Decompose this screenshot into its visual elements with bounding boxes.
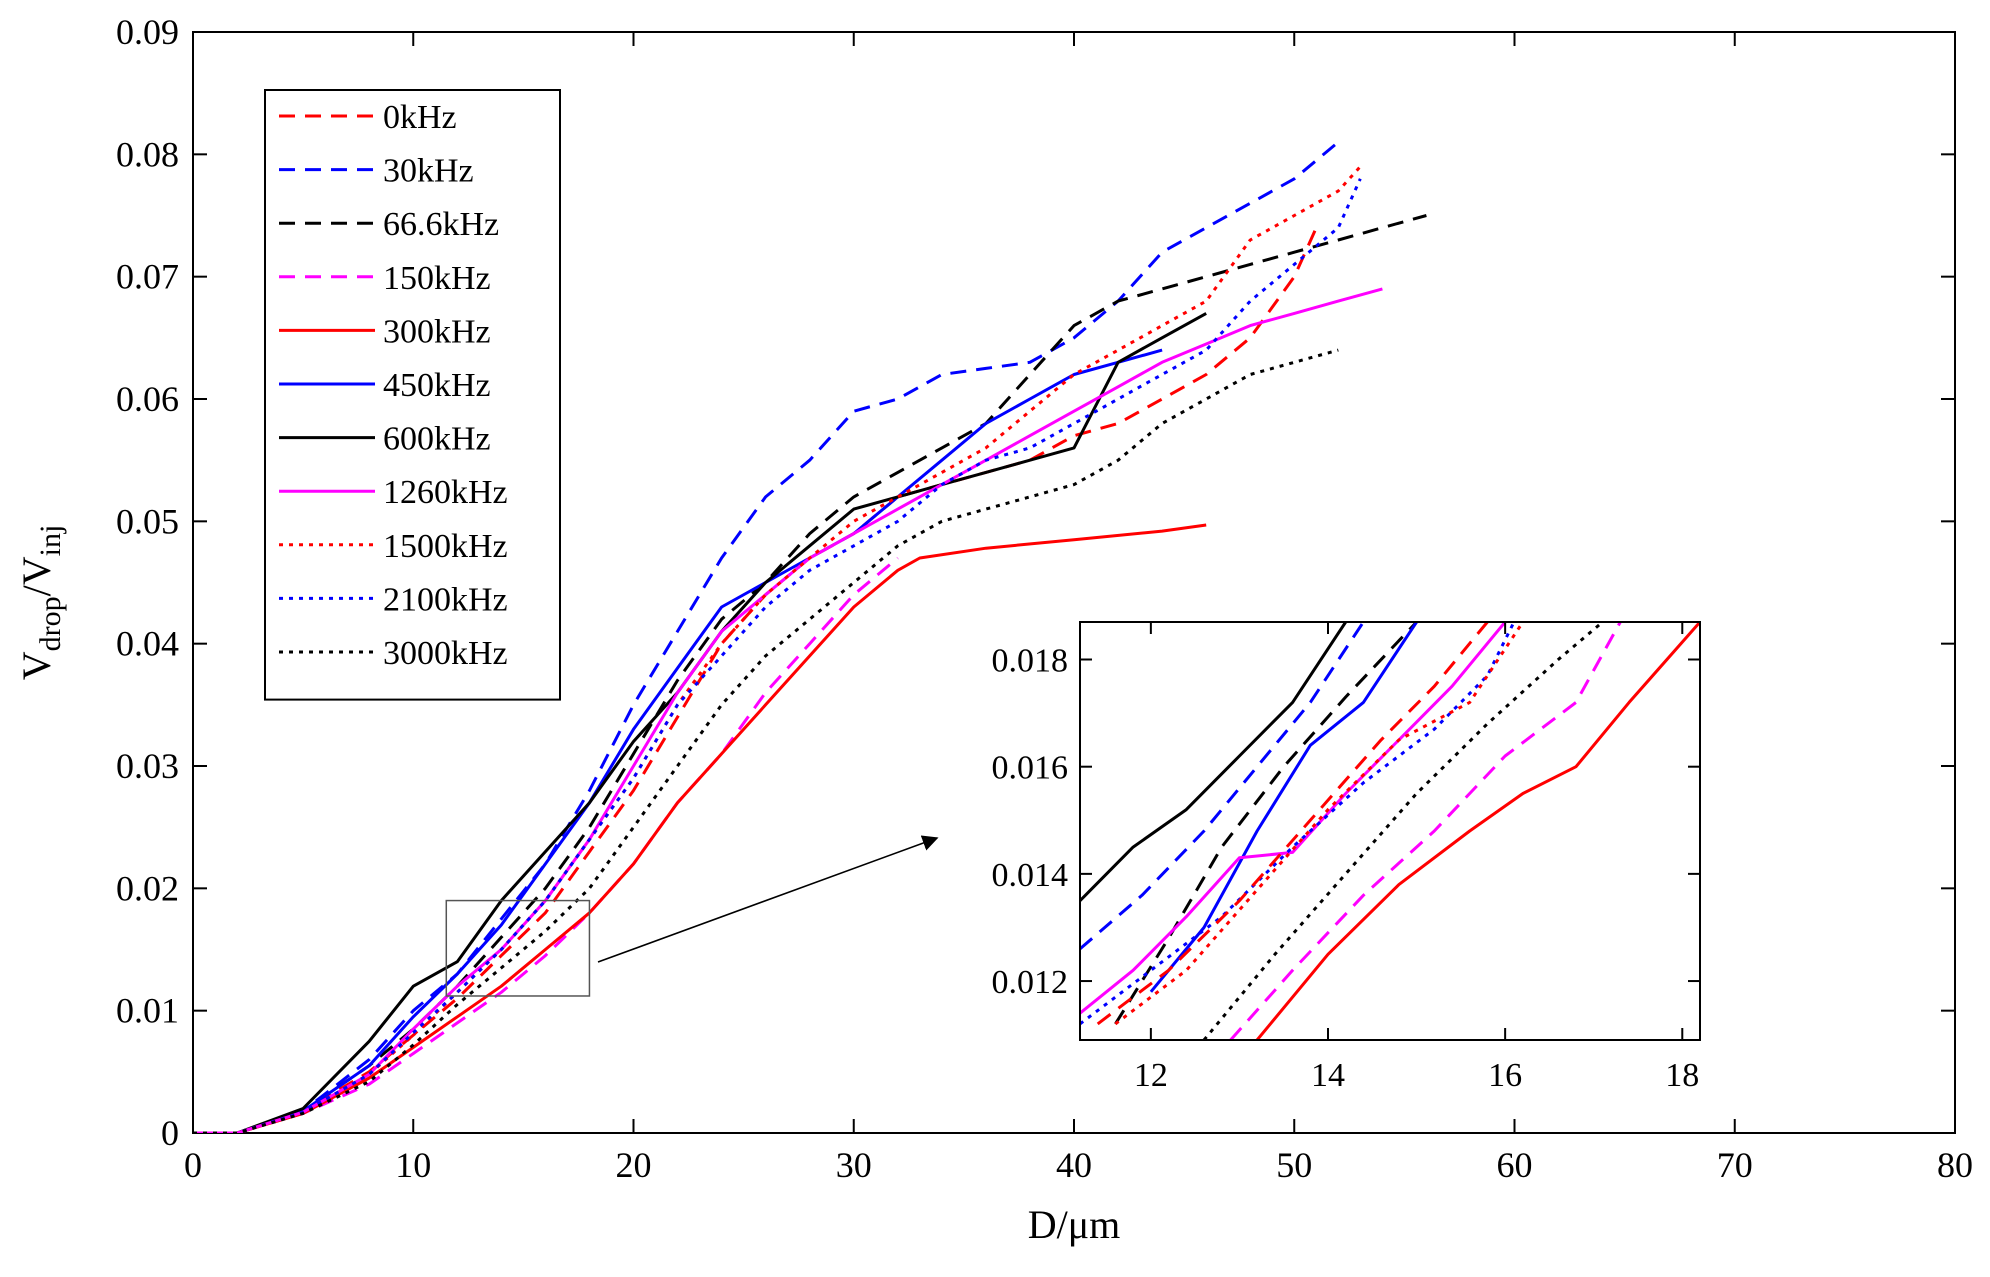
x-tick-label: 20 xyxy=(616,1145,652,1185)
y-tick-label: 0.09 xyxy=(116,12,179,52)
zoom-box xyxy=(445,899,591,997)
y-axis-label-base: V xyxy=(14,651,59,680)
legend-label-0khz: 0kHz xyxy=(383,99,457,136)
inset-series-line-3000khz xyxy=(1202,622,1604,1040)
main-plot: 0 10 20 30 40 50 60 70 80 0 0.01 0.02 0.03 0.04 0.05 0.… xyxy=(14,12,1973,1247)
series-line-300khz xyxy=(193,523,1207,1133)
y-tick-label: 0.08 xyxy=(116,134,179,174)
legend-label-1500khz: 1500kHz xyxy=(383,528,508,565)
inset-series-line-1260khz xyxy=(1080,622,1507,1015)
legend-label-30khz: 30kHz xyxy=(383,153,474,190)
x-tick-label: 0 xyxy=(184,1145,202,1185)
legend: 0kHz 30kHz 66.6kHz 150kHz 300kHz 450kHz 600kHz… xyxy=(264,89,561,701)
legend-label-3000khz: 3000kHz xyxy=(383,635,508,672)
y-axis-label-sep: /V xyxy=(14,556,59,596)
x-tick-label: 40 xyxy=(1056,1145,1092,1185)
inset-series-line-2100khz xyxy=(1080,622,1516,1026)
inset-background xyxy=(1080,622,1700,1040)
inset-series-line-600khz xyxy=(1080,622,1347,902)
inset-x-tick-label: 12 xyxy=(1134,1057,1168,1094)
legend-label-300khz: 300kHz xyxy=(383,313,491,350)
x-axis-label: D/μm xyxy=(1028,1202,1121,1247)
x-tick-label: 50 xyxy=(1276,1145,1312,1185)
series-lines xyxy=(193,140,1427,1133)
y-axis-label: Vdrop/Vinj xyxy=(14,525,67,681)
y-tick-label: 0.01 xyxy=(116,991,179,1031)
y-tick-label: 0.05 xyxy=(116,501,179,541)
y-axis-label-sub2: inj xyxy=(34,525,67,557)
inset-plot: 12 14 16 18 0.012 0.014 0.016 0.018 xyxy=(597,621,1701,1094)
inset-y-tick-label: 0.014 xyxy=(992,857,1069,894)
y-tick-label: 0.04 xyxy=(116,624,179,664)
zoom-arrow xyxy=(597,835,939,963)
y-tick-label: 0.06 xyxy=(116,379,179,419)
series-line-150khz xyxy=(193,556,899,1133)
inset-series-lines xyxy=(1080,622,1700,1040)
inset-x-tick-label: 14 xyxy=(1311,1057,1345,1094)
legend-label-2100khz: 2100kHz xyxy=(383,581,508,618)
inset-series-line-150khz xyxy=(1229,622,1622,1040)
series-line-1500khz xyxy=(193,165,1362,1133)
x-tick-label: 10 xyxy=(395,1145,431,1185)
x-tick-label: 30 xyxy=(836,1145,872,1185)
series-line-3000khz xyxy=(193,348,1339,1133)
inset-series-line-1500khz xyxy=(1114,622,1525,1026)
inset-x-tick-label: 18 xyxy=(1665,1057,1699,1094)
inset-series-line-30khz xyxy=(1080,622,1365,951)
x-tick-label: 70 xyxy=(1717,1145,1753,1185)
series-line-30khz xyxy=(193,140,1340,1133)
series-line-66-6khz xyxy=(193,214,1427,1133)
inset-y-tick-label: 0.016 xyxy=(992,750,1069,787)
y-tick-label: 0.02 xyxy=(116,868,179,908)
y-tick-label: 0.07 xyxy=(116,257,179,297)
y-tick-label: 0 xyxy=(161,1113,179,1153)
series-line-450khz xyxy=(193,348,1163,1133)
inset-frame xyxy=(1079,621,1701,1041)
y-tick-label: 0.03 xyxy=(116,746,179,786)
legend-box xyxy=(264,89,561,701)
legend-label-450khz: 450kHz xyxy=(383,367,491,404)
x-tick-label: 60 xyxy=(1497,1145,1533,1185)
inset-y-tick-label: 0.018 xyxy=(992,643,1069,680)
legend-label-66-6khz: 66.6kHz xyxy=(383,206,499,243)
series-line-2100khz xyxy=(193,178,1362,1133)
inset-series-line-0khz xyxy=(1096,622,1489,1026)
inset-y-tick-label: 0.012 xyxy=(992,964,1069,1001)
legend-label-600khz: 600kHz xyxy=(383,421,491,458)
legend-label-1260khz: 1260kHz xyxy=(383,474,508,511)
inset-x-tick-label: 16 xyxy=(1488,1057,1522,1094)
x-tick-label: 80 xyxy=(1937,1145,1973,1185)
legend-label-150khz: 150kHz xyxy=(383,260,491,297)
inset-series-line-300khz xyxy=(1255,622,1700,1040)
inset-series-line-66-6khz xyxy=(1114,622,1418,1025)
y-axis-label-sub1: drop xyxy=(34,596,67,651)
